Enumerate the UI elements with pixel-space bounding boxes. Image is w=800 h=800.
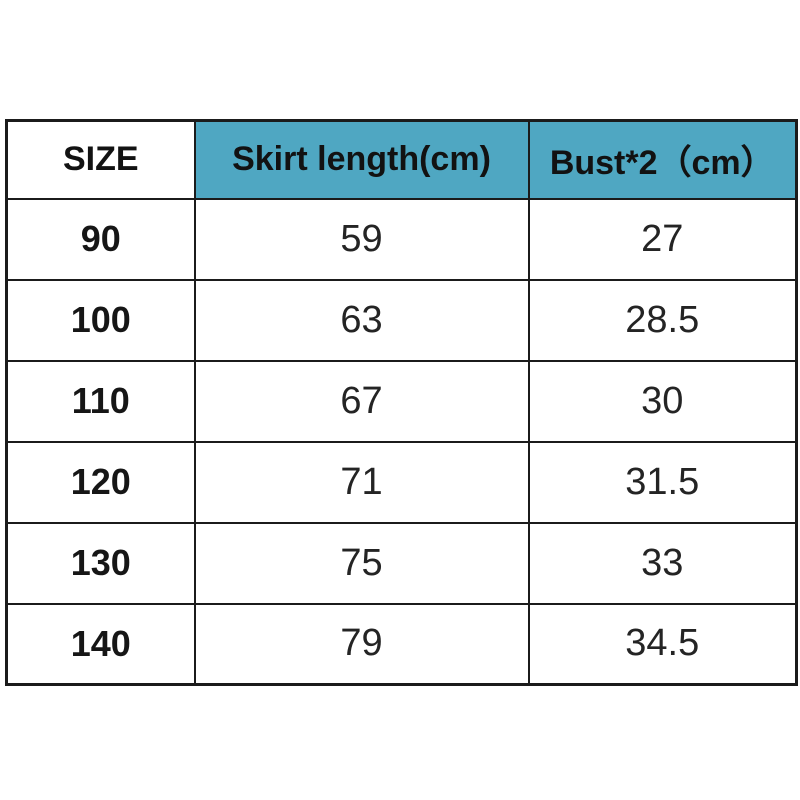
cell-skirt-length: 63 (193, 278, 530, 362)
cell-size: 100 (5, 278, 196, 362)
cell-size: 130 (5, 521, 196, 605)
cell-skirt-length: 67 (193, 359, 530, 443)
header-cell-skirt-length: Skirt length(cm) (193, 119, 530, 200)
cell-size: 90 (5, 197, 196, 281)
cell-skirt-length: 71 (193, 440, 530, 524)
table-row: 90 59 27 (5, 197, 798, 281)
cell-bust: 34.5 (527, 602, 798, 686)
table-row: 130 75 33 (5, 521, 798, 605)
table-row: 100 63 28.5 (5, 278, 798, 362)
table-row: 140 79 34.5 (5, 602, 798, 686)
header-row: SIZE Skirt length(cm) Bust*2（cm） (5, 119, 798, 200)
table-row: 110 67 30 (5, 359, 798, 443)
cell-bust: 28.5 (527, 278, 798, 362)
cell-skirt-length: 59 (193, 197, 530, 281)
table-row: 120 71 31.5 (5, 440, 798, 524)
size-chart-table: SIZE Skirt length(cm) Bust*2（cm） 90 59 2… (5, 119, 798, 686)
cell-size: 110 (5, 359, 196, 443)
cell-bust: 27 (527, 197, 798, 281)
cell-size: 120 (5, 440, 196, 524)
header-cell-size: SIZE (5, 119, 196, 200)
cell-bust: 33 (527, 521, 798, 605)
header-cell-bust: Bust*2（cm） (527, 119, 798, 200)
cell-skirt-length: 79 (193, 602, 530, 686)
cell-bust: 30 (527, 359, 798, 443)
cell-skirt-length: 75 (193, 521, 530, 605)
cell-bust: 31.5 (527, 440, 798, 524)
cell-size: 140 (5, 602, 196, 686)
